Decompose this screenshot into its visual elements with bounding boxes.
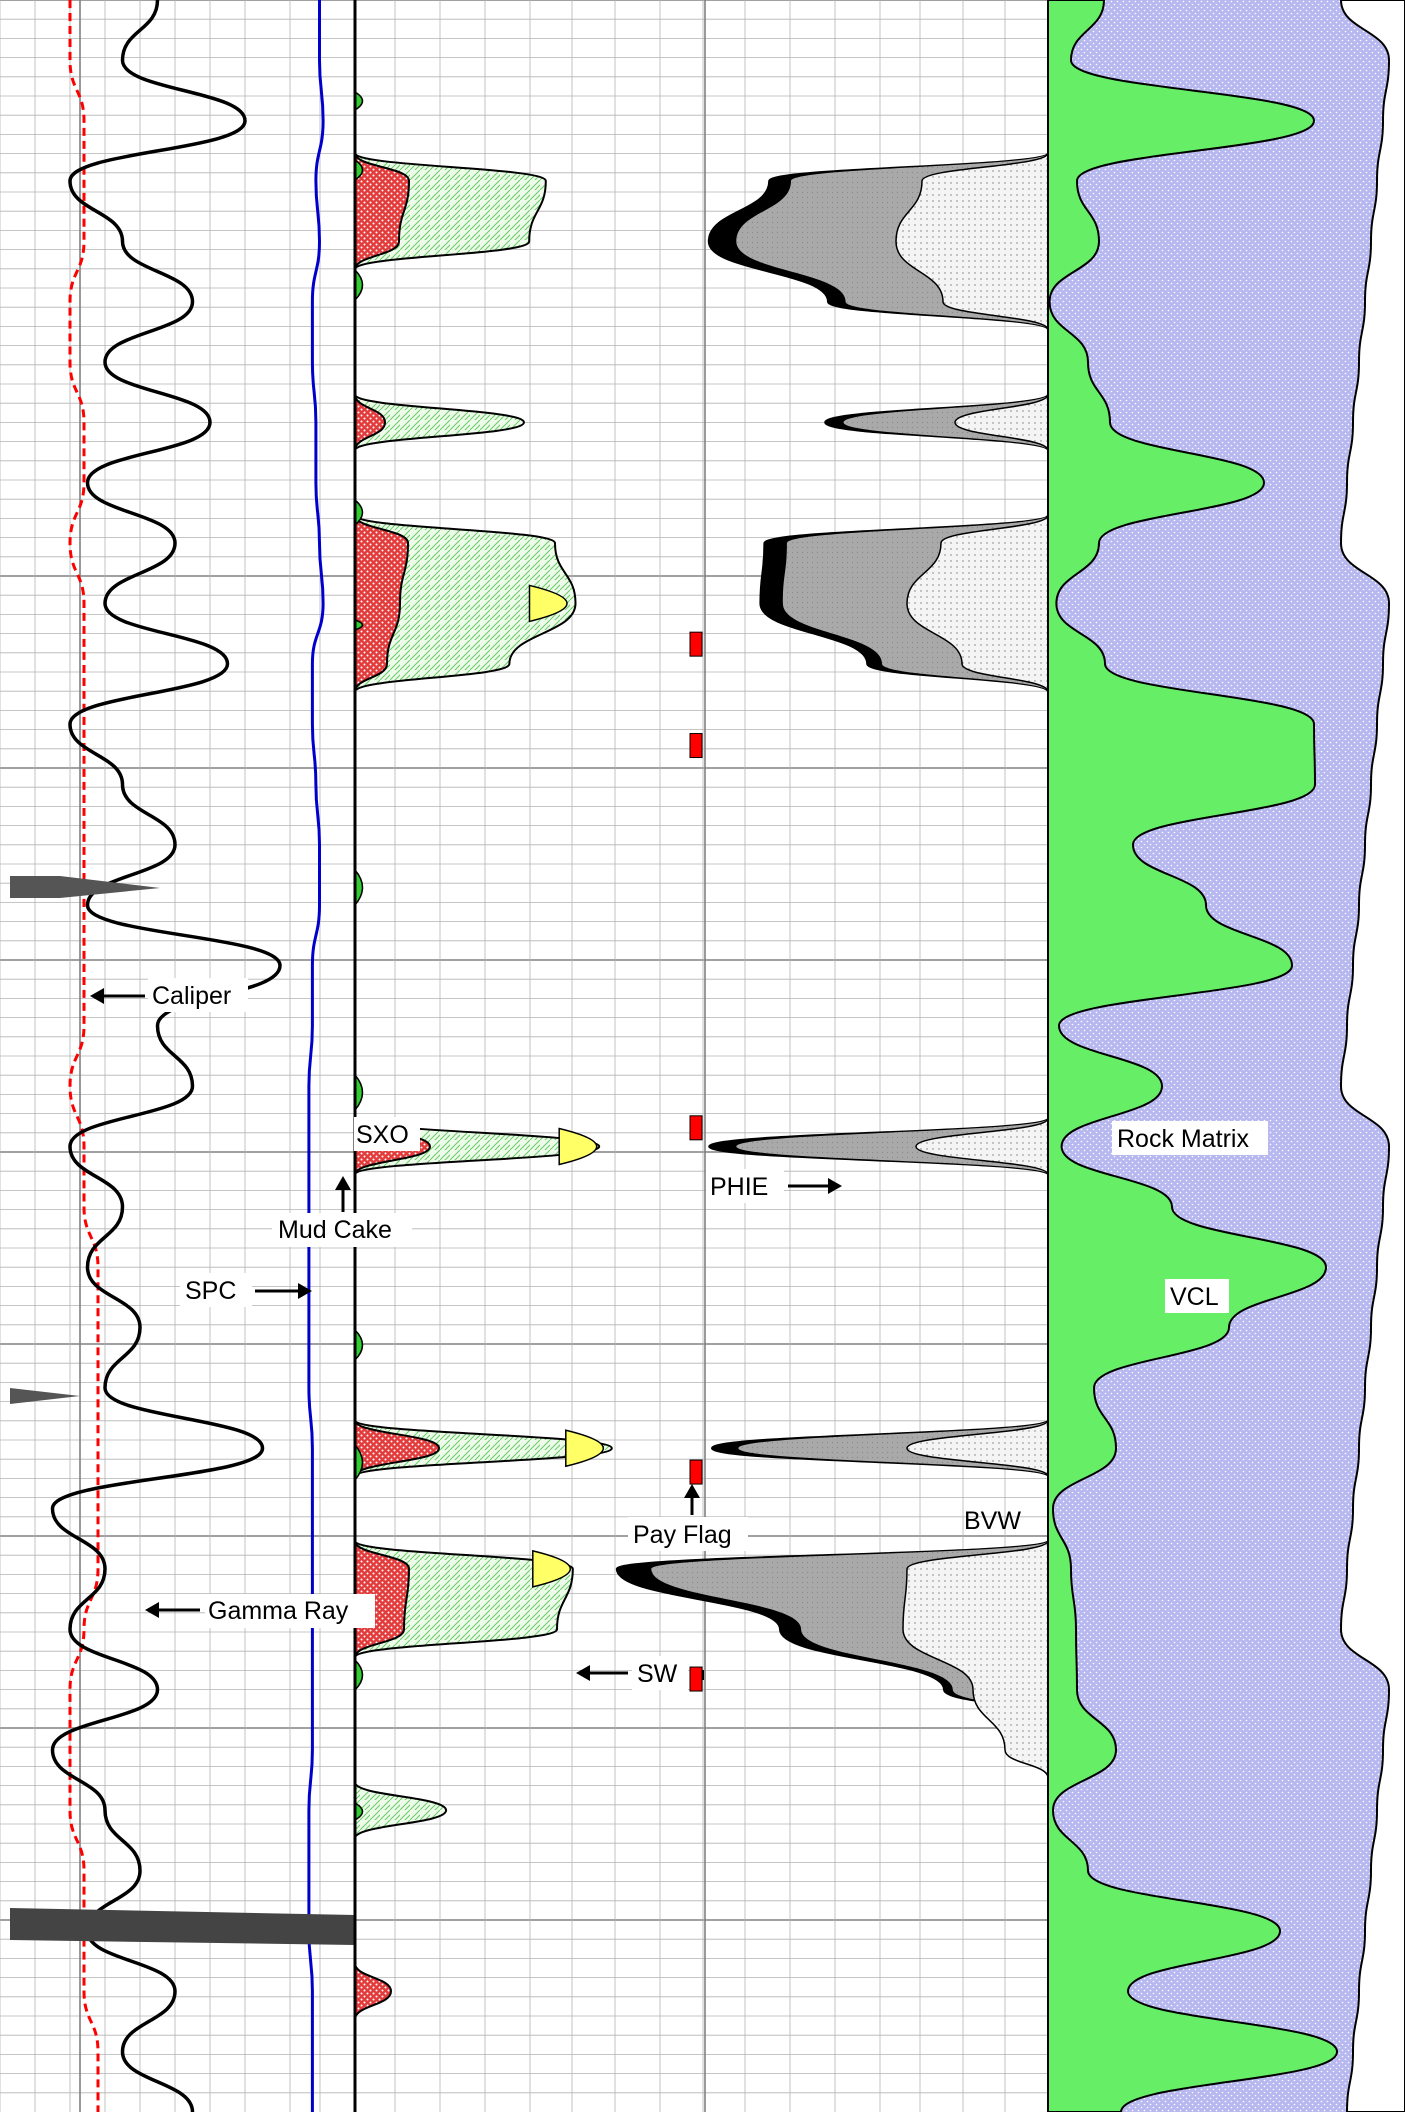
bvw-annotation: BVW — [964, 1507, 1021, 1535]
bvw-label: BVW — [964, 1507, 1021, 1535]
sxo-annotation: SXO — [354, 1117, 420, 1151]
bvw-lobe — [895, 152, 1049, 331]
pay-flag-marker — [689, 1459, 703, 1485]
annotations: Caliper Gamma Ray SPC Mud Cake SXO — [90, 978, 1268, 1690]
mud-cake-label: Mud Cake — [278, 1216, 392, 1244]
gamma-ray-label: Gamma Ray — [208, 1597, 349, 1625]
sw-lobe — [354, 393, 525, 452]
sxo-lobe — [354, 1963, 393, 2020]
gamma-ray-annotation: Gamma Ray — [145, 1594, 375, 1628]
vcl-annotation: VCL — [1165, 1279, 1229, 1313]
caliper-curve — [68, 0, 100, 2112]
sxo-lobe — [354, 394, 387, 451]
sxo-label: SXO — [356, 1121, 409, 1149]
pay-flag-annotation: Pay Flag — [628, 1484, 748, 1551]
bvw-lobe — [906, 1419, 1049, 1477]
spc-curve — [307, 0, 325, 2112]
sw-annotation: SW — [576, 1656, 688, 1690]
bvw-lobe — [902, 1540, 1049, 1779]
hydrocarbon-flag — [565, 1429, 604, 1468]
spc-annotation: SPC — [180, 1273, 312, 1307]
hydrocarbon-flag — [528, 584, 568, 623]
vcl-area — [1047, 0, 1339, 2112]
bvw-lobe — [915, 1118, 1049, 1175]
gamma-ray-curve — [50, 0, 282, 2112]
pay-flag-marker — [689, 733, 703, 759]
pay-flag-marker — [689, 631, 703, 657]
bvw-lobe — [906, 514, 1049, 693]
sxo-lobe — [354, 1540, 411, 1658]
sxo-lobe — [354, 1419, 441, 1477]
pay-flag-marker — [689, 1666, 703, 1692]
hydrocarbon-flag — [558, 1127, 598, 1166]
phie-label: PHIE — [710, 1173, 768, 1201]
sw-label: SW — [637, 1660, 678, 1688]
gr-spike-2 — [10, 1388, 80, 1404]
hydrocarbon-flag — [532, 1549, 571, 1588]
phie-annotation: PHIE — [706, 1169, 842, 1203]
track-volumetrics — [1047, 0, 1405, 2112]
spc-label: SPC — [185, 1277, 236, 1305]
sw-lobe — [354, 1781, 448, 1839]
sw-lobe — [354, 1419, 613, 1478]
caliper-annotation: Caliper — [90, 978, 248, 1012]
bvw-lobe — [954, 394, 1049, 451]
caliper-label: Caliper — [152, 982, 231, 1010]
track-lithology — [10, 0, 355, 2112]
gr-spike-1 — [10, 876, 160, 898]
rock-matrix-label: Rock Matrix — [1117, 1125, 1249, 1153]
mud-cake-annotation: Mud Cake — [272, 1176, 412, 1247]
rock-matrix-annotation: Rock Matrix — [1112, 1121, 1268, 1155]
gr-spike-3 — [10, 1908, 355, 1945]
phie-gray-fill — [736, 1118, 1048, 1175]
rock-matrix-right-edge — [1339, 0, 1405, 2112]
pay-flag-marker — [689, 1115, 703, 1141]
pay-flag-label: Pay Flag — [633, 1521, 732, 1549]
track-porosity — [615, 152, 1049, 1779]
sxo-lobe — [354, 152, 411, 270]
vcl-label: VCL — [1170, 1283, 1219, 1311]
sw-lobe — [354, 514, 577, 693]
sxo-lobe — [354, 514, 410, 693]
